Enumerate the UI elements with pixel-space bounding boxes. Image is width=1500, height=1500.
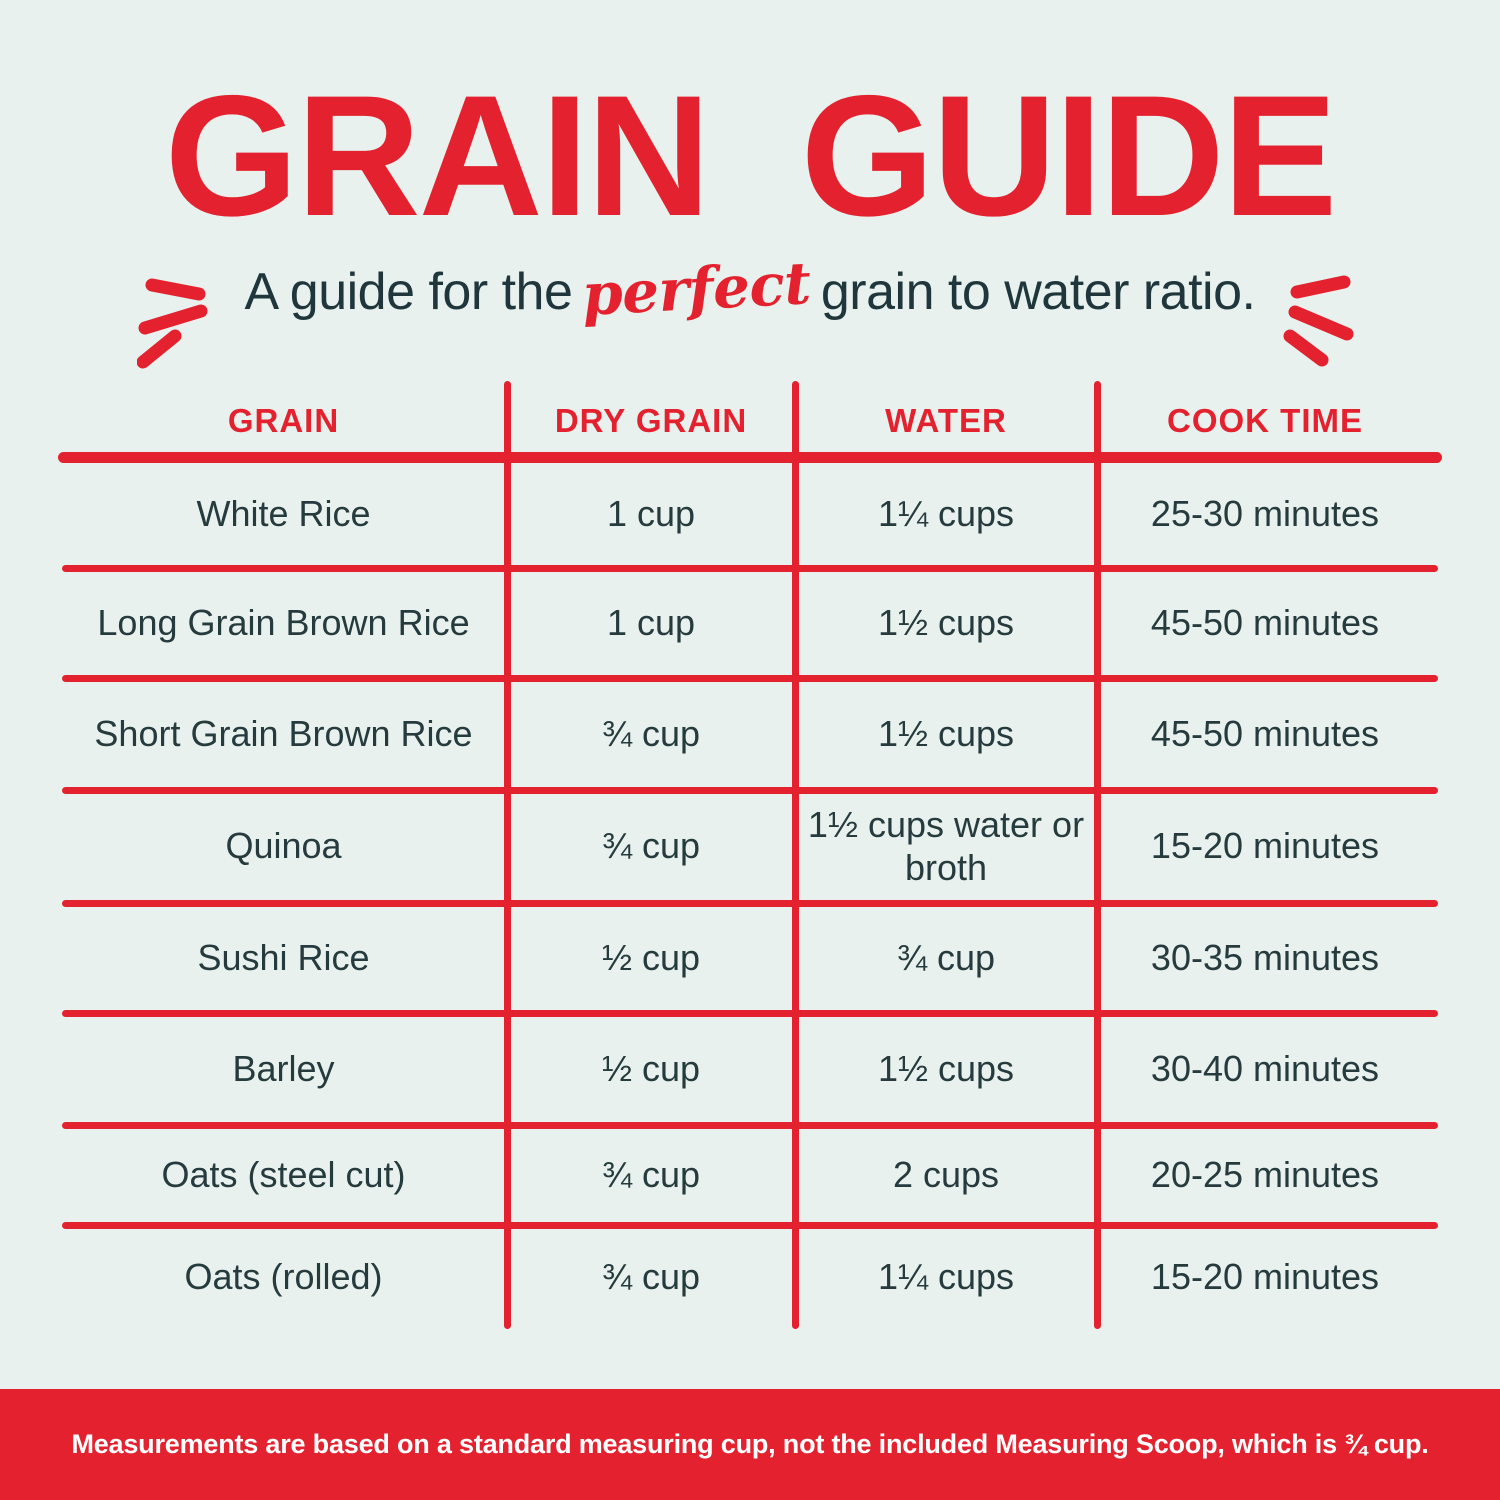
table-vertical-rule (792, 381, 799, 1329)
cell-water: 2 cups (892, 1153, 1000, 1195)
table-vertical-rule (504, 381, 511, 1329)
cell-cook-time: 15-20 minutes (1150, 825, 1380, 867)
cell-water: 1¼ cups (877, 1256, 1015, 1298)
burst-right-icon (1283, 275, 1354, 367)
cell-cook-time: 25-30 minutes (1150, 492, 1380, 534)
cell-grain: Oats (rolled) (184, 1256, 383, 1298)
cell-dry-grain: ¾ cup (601, 712, 701, 754)
cell-cook-time: 45-50 minutes (1150, 601, 1380, 643)
subtitle-highlight: perfect (580, 249, 813, 329)
subtitle: A guide for the perfect grain to water rat… (0, 249, 1500, 372)
footer-note-bar: Measurements are based on a standard mea… (0, 1389, 1500, 1500)
cell-grain: Short Grain Brown Rice (94, 712, 473, 754)
cell-grain: Quinoa (225, 825, 342, 867)
table-vertical-rule (1094, 381, 1101, 1329)
table-row-rule (62, 1222, 1438, 1229)
cell-dry-grain: ½ cup (601, 1047, 701, 1089)
table-row-rule (62, 900, 1438, 907)
cell-water: 1½ cups water or broth (807, 804, 1085, 888)
footer-note: Measurements are based on a standard mea… (71, 1429, 1429, 1459)
column-header-grain: GRAIN (227, 402, 340, 440)
cell-dry-grain: ¾ cup (601, 1153, 701, 1195)
cell-water: ¾ cup (896, 936, 996, 978)
subtitle-prefix: A guide for the (244, 263, 573, 321)
burst-left-icon (136, 278, 208, 369)
table-row-rule (62, 565, 1438, 572)
cell-grain: Long Grain Brown Rice (97, 601, 470, 643)
page-title: GRAIN GUIDE (164, 60, 1338, 252)
table-row-rule (62, 1010, 1438, 1017)
cell-water: 1¼ cups (877, 492, 1015, 534)
subtitle-text: A guide for the perfect grain to water rat… (244, 249, 1256, 329)
cell-cook-time: 30-40 minutes (1150, 1047, 1380, 1089)
column-header-dry-grain: DRY GRAIN (554, 402, 748, 440)
column-header-water: WATER (885, 402, 1007, 440)
cell-dry-grain: ¾ cup (601, 1256, 701, 1298)
cell-grain: Barley (232, 1047, 335, 1089)
cell-grain: Sushi Rice (197, 936, 370, 978)
table-row-rule (62, 1122, 1438, 1129)
table-row-rule (62, 675, 1438, 682)
cell-grain: Oats (steel cut) (161, 1153, 406, 1195)
grain-table: GRAIN DRY GRAIN WATER COOK TIME White Ri… (60, 383, 1440, 1330)
cell-water: 1½ cups (877, 601, 1015, 643)
table-row-rule (62, 787, 1438, 794)
subtitle-suffix: grain to water ratio. (820, 263, 1256, 321)
cell-dry-grain: ¾ cup (601, 825, 701, 867)
cell-dry-grain: 1 cup (606, 492, 696, 534)
cell-cook-time: 20-25 minutes (1150, 1153, 1380, 1195)
table-header-rule (58, 452, 1442, 463)
cell-cook-time: 30-35 minutes (1150, 936, 1380, 978)
cell-dry-grain: ½ cup (601, 936, 701, 978)
cell-water: 1½ cups (877, 712, 1015, 754)
cell-dry-grain: 1 cup (606, 601, 696, 643)
cell-cook-time: 45-50 minutes (1150, 712, 1380, 754)
cell-grain: White Rice (196, 492, 371, 534)
column-header-cook-time: COOK TIME (1167, 402, 1363, 440)
cell-cook-time: 15-20 minutes (1150, 1256, 1380, 1298)
cell-water: 1½ cups (877, 1047, 1015, 1089)
